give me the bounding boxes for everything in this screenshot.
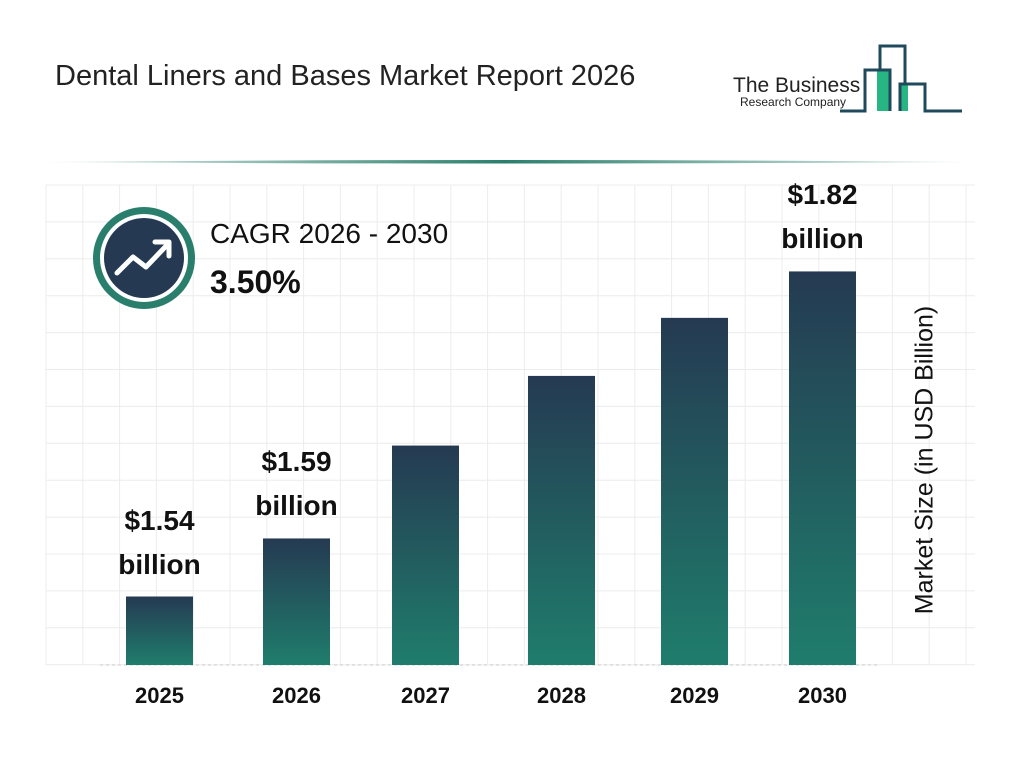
x-tick-label: 2025 [135,683,184,708]
data-label-value: $1.82 [787,179,858,211]
cagr-value: 3.50% [210,264,301,300]
data-label-value: $1.59 [261,446,332,478]
trend-up-arrow-icon [114,239,172,276]
x-tick-label: 2029 [670,683,719,708]
data-label: $1.54 billion [90,499,230,587]
data-label: $1.59 billion [227,440,367,528]
cagr-icon-badge [93,207,195,309]
x-tick-label: 2028 [537,683,586,708]
company-logo [840,44,962,113]
data-label-value: $1.54 [124,504,195,536]
bar-2025 [126,596,193,665]
bar-2030 [789,271,856,665]
y-axis-label: Market Size (in USD Billion) [910,305,939,615]
x-tick-label: 2030 [798,683,847,708]
bar-2029 [661,317,728,665]
x-tick-label: 2027 [401,683,450,708]
bar-2026 [263,538,330,665]
logo-text-line2: Research Company [740,95,847,109]
header-divider [40,160,970,164]
data-label: $1.82 billion [753,173,893,261]
data-label-unit: billion [118,548,201,580]
cagr-label: CAGR 2026 - 2030 [210,218,449,249]
logo-text-line1: The Business [733,74,861,97]
data-label-unit: billion [255,490,338,522]
x-tick-label: 2026 [272,683,321,708]
bar-2028 [528,375,595,665]
page-title: Dental Liners and Bases Market Report 20… [55,60,636,92]
data-label-unit: billion [781,223,864,255]
bar-2027 [392,445,459,665]
